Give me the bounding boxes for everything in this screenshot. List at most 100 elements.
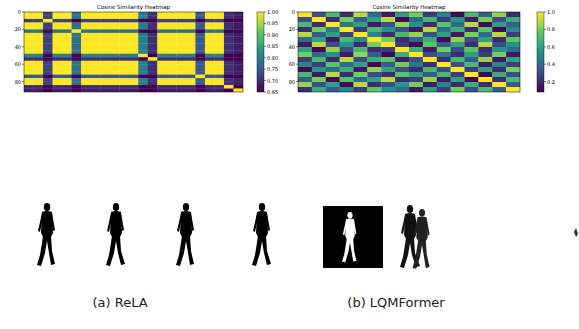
cell bbox=[34, 64, 44, 68]
cell bbox=[233, 57, 243, 61]
cell bbox=[224, 57, 234, 61]
cell bbox=[34, 61, 44, 65]
cell bbox=[24, 75, 34, 79]
cell bbox=[409, 52, 423, 57]
cell bbox=[62, 15, 72, 19]
cell bbox=[129, 22, 139, 26]
plot-frame bbox=[24, 12, 243, 92]
cell bbox=[312, 62, 326, 67]
cell bbox=[62, 89, 72, 92]
cell bbox=[91, 85, 101, 89]
colorbar-label: 0.70 bbox=[267, 78, 278, 84]
cell bbox=[478, 32, 492, 37]
tick bbox=[296, 12, 298, 13]
cell bbox=[492, 27, 506, 32]
cell bbox=[409, 77, 423, 82]
cell bbox=[354, 22, 368, 27]
cell bbox=[233, 54, 243, 58]
cell bbox=[53, 57, 63, 61]
cell bbox=[157, 68, 167, 72]
cell bbox=[205, 33, 215, 37]
cell bbox=[148, 61, 158, 65]
cell bbox=[506, 57, 520, 62]
cell bbox=[72, 43, 82, 47]
tick bbox=[296, 81, 298, 82]
cell bbox=[91, 47, 101, 51]
cell bbox=[62, 22, 72, 26]
cell bbox=[176, 50, 186, 54]
cell bbox=[53, 33, 63, 37]
cell bbox=[224, 26, 234, 30]
cell bbox=[205, 19, 215, 23]
cell bbox=[465, 47, 479, 52]
cell bbox=[167, 22, 177, 26]
cell bbox=[167, 43, 177, 47]
cell bbox=[129, 36, 139, 40]
cell bbox=[233, 89, 243, 92]
cell bbox=[205, 85, 215, 89]
cell bbox=[53, 36, 63, 40]
cell bbox=[423, 72, 437, 77]
colorbar-tick bbox=[264, 34, 266, 35]
cell bbox=[437, 42, 451, 47]
cell bbox=[119, 36, 129, 40]
cell bbox=[100, 61, 110, 65]
cell bbox=[233, 71, 243, 75]
silhouette bbox=[342, 212, 356, 262]
cell bbox=[423, 12, 437, 17]
cell bbox=[423, 77, 437, 82]
colorbar-label: 0.4 bbox=[547, 61, 555, 67]
cell bbox=[451, 37, 465, 42]
cell bbox=[233, 36, 243, 40]
figure: Cosine Similarity Heatmap0204060800.650.… bbox=[0, 0, 579, 329]
cell bbox=[186, 33, 196, 37]
cell bbox=[53, 15, 63, 19]
tick bbox=[22, 81, 24, 82]
cell bbox=[381, 32, 395, 37]
cell bbox=[465, 72, 479, 77]
cell bbox=[312, 67, 326, 72]
cell bbox=[340, 12, 354, 17]
cell bbox=[129, 82, 139, 86]
mask-examples bbox=[37, 203, 578, 269]
cell bbox=[395, 12, 409, 17]
colorbar-label: 1.0 bbox=[547, 9, 555, 15]
cell bbox=[167, 75, 177, 79]
cell bbox=[72, 36, 82, 40]
cell bbox=[395, 32, 409, 37]
cell bbox=[409, 47, 423, 52]
cell bbox=[312, 37, 326, 42]
cell bbox=[167, 71, 177, 75]
colorbar-tick bbox=[544, 64, 546, 65]
cell bbox=[224, 43, 234, 47]
cell bbox=[354, 12, 368, 17]
cell bbox=[91, 68, 101, 72]
cell bbox=[205, 47, 215, 51]
cell bbox=[176, 40, 186, 44]
cell bbox=[129, 43, 139, 47]
cell bbox=[195, 82, 205, 86]
cell bbox=[43, 85, 53, 89]
cell bbox=[298, 47, 312, 52]
cell bbox=[24, 29, 34, 33]
cell bbox=[100, 82, 110, 86]
cell bbox=[72, 85, 82, 89]
cell bbox=[110, 75, 120, 79]
tick-label: 60 bbox=[15, 61, 21, 67]
cell bbox=[100, 29, 110, 33]
cell bbox=[148, 50, 158, 54]
cell bbox=[233, 85, 243, 89]
cell bbox=[186, 71, 196, 75]
cell bbox=[437, 12, 451, 17]
cell bbox=[214, 33, 224, 37]
cell bbox=[24, 12, 34, 16]
cell bbox=[186, 75, 196, 79]
cell bbox=[395, 27, 409, 32]
cell bbox=[224, 19, 234, 23]
cell bbox=[340, 77, 354, 82]
cell bbox=[354, 27, 368, 32]
cell bbox=[205, 36, 215, 40]
cell bbox=[110, 85, 120, 89]
cell bbox=[195, 85, 205, 89]
cell bbox=[326, 72, 340, 77]
